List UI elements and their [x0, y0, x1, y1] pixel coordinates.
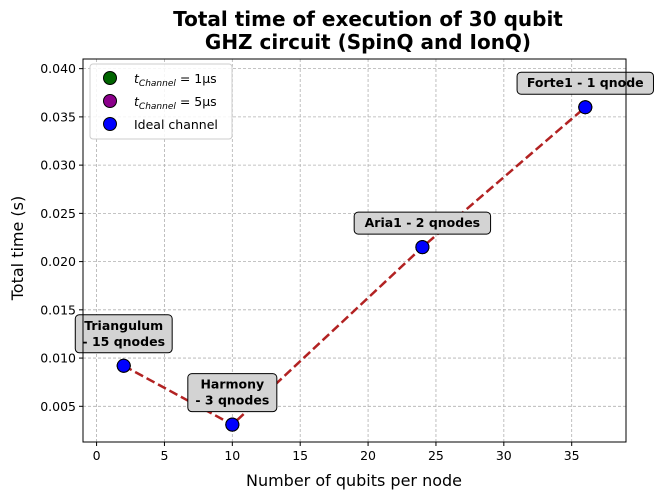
annotation: Harmony- 3 qnodes: [187, 373, 278, 413]
legend-label: tChannel = 1μs: [134, 71, 217, 89]
y-tick-label: 0.025: [40, 206, 76, 221]
legend-marker: [103, 94, 117, 108]
x-tick-label: 10: [224, 448, 240, 463]
legend-marker: [103, 71, 117, 85]
x-tick-label: 25: [428, 448, 444, 463]
annotation-text: - 15 qnodes: [82, 334, 165, 349]
y-tick-label: 0.035: [40, 109, 76, 124]
annotation-text: - 3 qnodes: [195, 393, 269, 408]
annotation-text: Harmony: [200, 377, 264, 392]
legend-label-main: Ideal channel: [134, 117, 218, 132]
legend-label-main: t: [134, 94, 140, 109]
legend-label-tail: = 1μs: [176, 71, 217, 86]
y-axis-label: Total time (s): [8, 196, 27, 302]
legend-frame: [89, 63, 233, 140]
legend-label: tChannel = 5μs: [134, 94, 217, 112]
legend-label-main: t: [134, 71, 140, 86]
data-point-series-3: [415, 240, 430, 255]
data-point-series-3: [116, 358, 131, 373]
legend-label-subscript: Channel: [139, 79, 176, 89]
annotation: Triangulum- 15 qnodes: [74, 314, 173, 354]
x-tick-label: 30: [496, 448, 512, 463]
trend-line: [123, 106, 587, 427]
x-tick-label: 20: [360, 448, 376, 463]
annotation-box: [187, 373, 278, 413]
trend-line-layer: [123, 106, 587, 427]
annotation-text: Triangulum: [84, 318, 163, 333]
annotation-box: [74, 314, 173, 354]
annotation-text: Aria1 - 2 qnodes: [365, 215, 481, 230]
annotation-box: [353, 211, 492, 235]
y-tick-label: 0.005: [40, 399, 76, 414]
y-tick-label: 0.020: [40, 254, 76, 269]
chart-title-line-2: GHZ circuit (SpinQ and IonQ): [205, 30, 531, 54]
annotation: Forte1 - 1 qnode: [516, 71, 654, 95]
annotation: Aria1 - 2 qnodes: [353, 211, 492, 235]
x-tick-label: 35: [564, 448, 580, 463]
annotation-box: [516, 71, 654, 95]
legend-marker: [103, 117, 117, 131]
data-point-series-3: [225, 417, 240, 432]
y-tick-label: 0.010: [40, 351, 76, 366]
y-tick-label: 0.030: [40, 158, 76, 173]
x-tick-label: 15: [292, 448, 308, 463]
legend-label-subscript: Channel: [139, 102, 176, 112]
annotation-text: Forte1 - 1 qnode: [527, 75, 644, 90]
x-tick-label: 5: [160, 448, 168, 463]
legend-label: Ideal channel: [134, 117, 218, 132]
y-tick-label: 0.040: [40, 61, 76, 76]
points-layer: [116, 100, 593, 432]
x-tick-label: 0: [93, 448, 101, 463]
chart-title: Total time of execution of 30 qubit GHZ …: [173, 7, 563, 54]
annotations-layer: Triangulum- 15 qnodes Harmony- 3 qnodes Ar…: [74, 71, 654, 413]
ticks-layer: 0 5 10 15 20 25 30 35 0.005 0.010 0.015 0.020 0.025 0…: [40, 61, 579, 463]
data-point-series-3: [578, 100, 593, 115]
y-tick-label: 0.015: [40, 302, 76, 317]
plot-frame: [82, 58, 627, 443]
legend-label-tail: = 5μs: [176, 94, 217, 109]
x-axis-label: Number of qubits per node: [246, 471, 462, 490]
chart-title-line-1: Total time of execution of 30 qubit: [173, 7, 563, 31]
